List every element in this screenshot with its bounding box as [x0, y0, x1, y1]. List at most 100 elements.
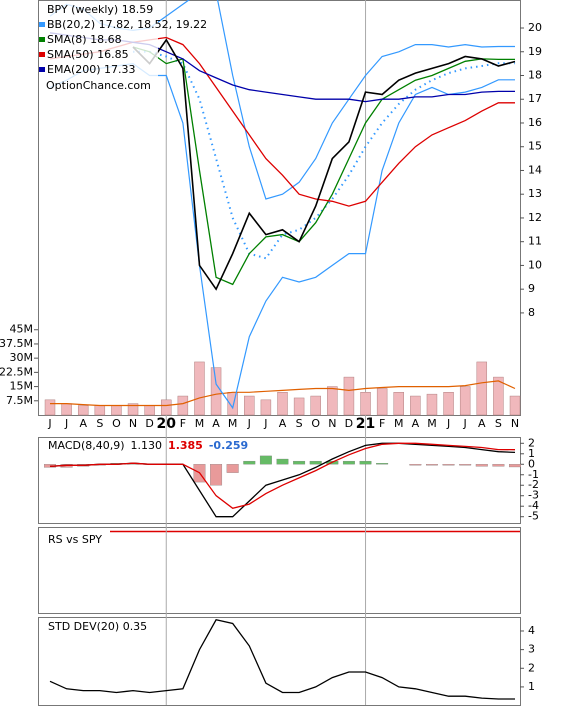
- y-tick-label: 16: [528, 116, 542, 129]
- volume-bar: [426, 393, 438, 416]
- legend-swatch: [39, 22, 45, 27]
- y-tick-label: 7.5M: [6, 394, 33, 407]
- x-tick-label: F: [180, 417, 186, 430]
- y-tick-label: 0: [528, 457, 535, 470]
- x-tick-label: S: [495, 417, 502, 430]
- legend-swatch: [39, 37, 45, 42]
- bb-lower: [49, 62, 515, 410]
- price-line: [132, 38, 516, 291]
- macd-histogram-bar: [259, 455, 272, 465]
- y-tick-label: -5: [528, 510, 539, 523]
- volume-bar: [509, 395, 521, 416]
- x-tick-label: A: [79, 417, 87, 430]
- x-tick-label: J: [47, 417, 51, 430]
- volume-bar: [376, 388, 388, 416]
- y-tick-label: 17: [528, 92, 542, 105]
- volume-bar: [210, 367, 222, 416]
- macd-line: [49, 442, 516, 518]
- volume-bar: [260, 399, 272, 416]
- legend-label: SMA(8) 18.68: [47, 33, 122, 46]
- volume-bar: [177, 395, 189, 416]
- y-tick-label: 11: [528, 235, 542, 248]
- rs-panel: [38, 527, 521, 614]
- x-tick-label: D: [345, 417, 353, 430]
- y-tick-label: 12: [528, 211, 542, 224]
- x-tick-label: M: [394, 417, 404, 430]
- volume-bar: [77, 405, 89, 416]
- volume-bar: [493, 376, 504, 416]
- y-tick-label: 30M: [10, 351, 34, 364]
- volume-bar: [293, 397, 305, 416]
- std-title: STD DEV(20) 0.35: [48, 620, 147, 633]
- x-tick-label: J: [446, 417, 450, 430]
- macd-histogram-bar: [309, 460, 322, 465]
- x-tick-label: N: [511, 417, 519, 430]
- macd-histogram-bar: [475, 464, 488, 467]
- volume-bar: [277, 392, 288, 416]
- y-tick-label: 14: [528, 163, 542, 176]
- macd-histogram-bar: [293, 460, 306, 465]
- volume-bar: [244, 395, 255, 416]
- macd-title-text: MACD(8,40,9): [48, 439, 125, 452]
- legend-title: BPY (weekly) 18.59: [47, 3, 153, 16]
- x-tick-label: M: [228, 417, 238, 430]
- volume-bar: [310, 395, 321, 416]
- macd-histogram-bar: [226, 464, 239, 473]
- legend-label: BB(20,2) 17.82, 18.52, 19.22: [47, 18, 207, 31]
- macd-value-label: 1.130: [131, 439, 163, 452]
- volume-bar: [476, 361, 488, 416]
- macd-histogram-bar: [409, 464, 422, 466]
- macd-line: [49, 442, 516, 510]
- volume-bar: [61, 403, 72, 416]
- x-tick-label: A: [412, 417, 420, 430]
- macd-histogram-bar: [376, 463, 389, 465]
- volume-bar: [111, 405, 122, 416]
- y-tick-label: -4: [528, 499, 539, 512]
- volume-bar: [343, 376, 355, 416]
- y-tick-label: 2: [528, 661, 535, 674]
- volume-bar: [127, 403, 139, 416]
- macd-histogram-bar: [210, 464, 223, 486]
- y-tick-label: 18: [528, 68, 542, 81]
- legend-label: SMA(50) 16.85: [47, 48, 129, 61]
- x-tick-label: S: [96, 417, 103, 430]
- volume-bar: [144, 405, 155, 416]
- macd-histogram-bar: [243, 460, 256, 465]
- x-tick-label: F: [379, 417, 385, 430]
- macd-histogram-bar: [359, 460, 372, 465]
- x-tick-label: A: [212, 417, 220, 430]
- volume-bar: [44, 399, 56, 416]
- macd-histogram-bar: [492, 464, 505, 467]
- y-tick-label: 9: [528, 282, 535, 295]
- price-panel: [38, 0, 521, 416]
- y-tick-label: 1: [528, 680, 535, 693]
- y-tick-label: 20: [528, 21, 542, 34]
- x-tick-label: J: [247, 417, 251, 430]
- volume-bar: [161, 399, 172, 416]
- legend-box: [40, 2, 158, 90]
- x-tick-label: O: [311, 417, 320, 430]
- y-tick-label: 4: [528, 624, 535, 637]
- macd-histogram-bar: [342, 460, 355, 465]
- y-tick-label: 2: [528, 436, 535, 449]
- volume-average: [50, 380, 516, 407]
- x-tick-label: D: [145, 417, 153, 430]
- volume-bar: [459, 386, 471, 416]
- x-tick-label: M: [195, 417, 205, 430]
- macd-title: MACD(8,40,9) 1.130 1.385 -0.259: [48, 439, 248, 452]
- watermark: OptionChance.com: [46, 79, 151, 92]
- volume-bar: [410, 395, 421, 416]
- y-tick-label: 10: [528, 258, 542, 271]
- y-tick-label: -2: [528, 478, 539, 491]
- legend-label: EMA(200) 17.33: [47, 63, 136, 76]
- macd-value-label: -0.259: [209, 439, 248, 452]
- volume-bar: [194, 361, 205, 416]
- std-dev-line: [49, 619, 515, 700]
- y-tick-label: 22.5M: [0, 365, 33, 378]
- y-tick-label: -1: [528, 468, 539, 481]
- x-tick-label: N: [328, 417, 336, 430]
- macd-panel: [38, 437, 521, 524]
- x-tick-label: O: [112, 417, 121, 430]
- x-tick-label: A: [478, 417, 486, 430]
